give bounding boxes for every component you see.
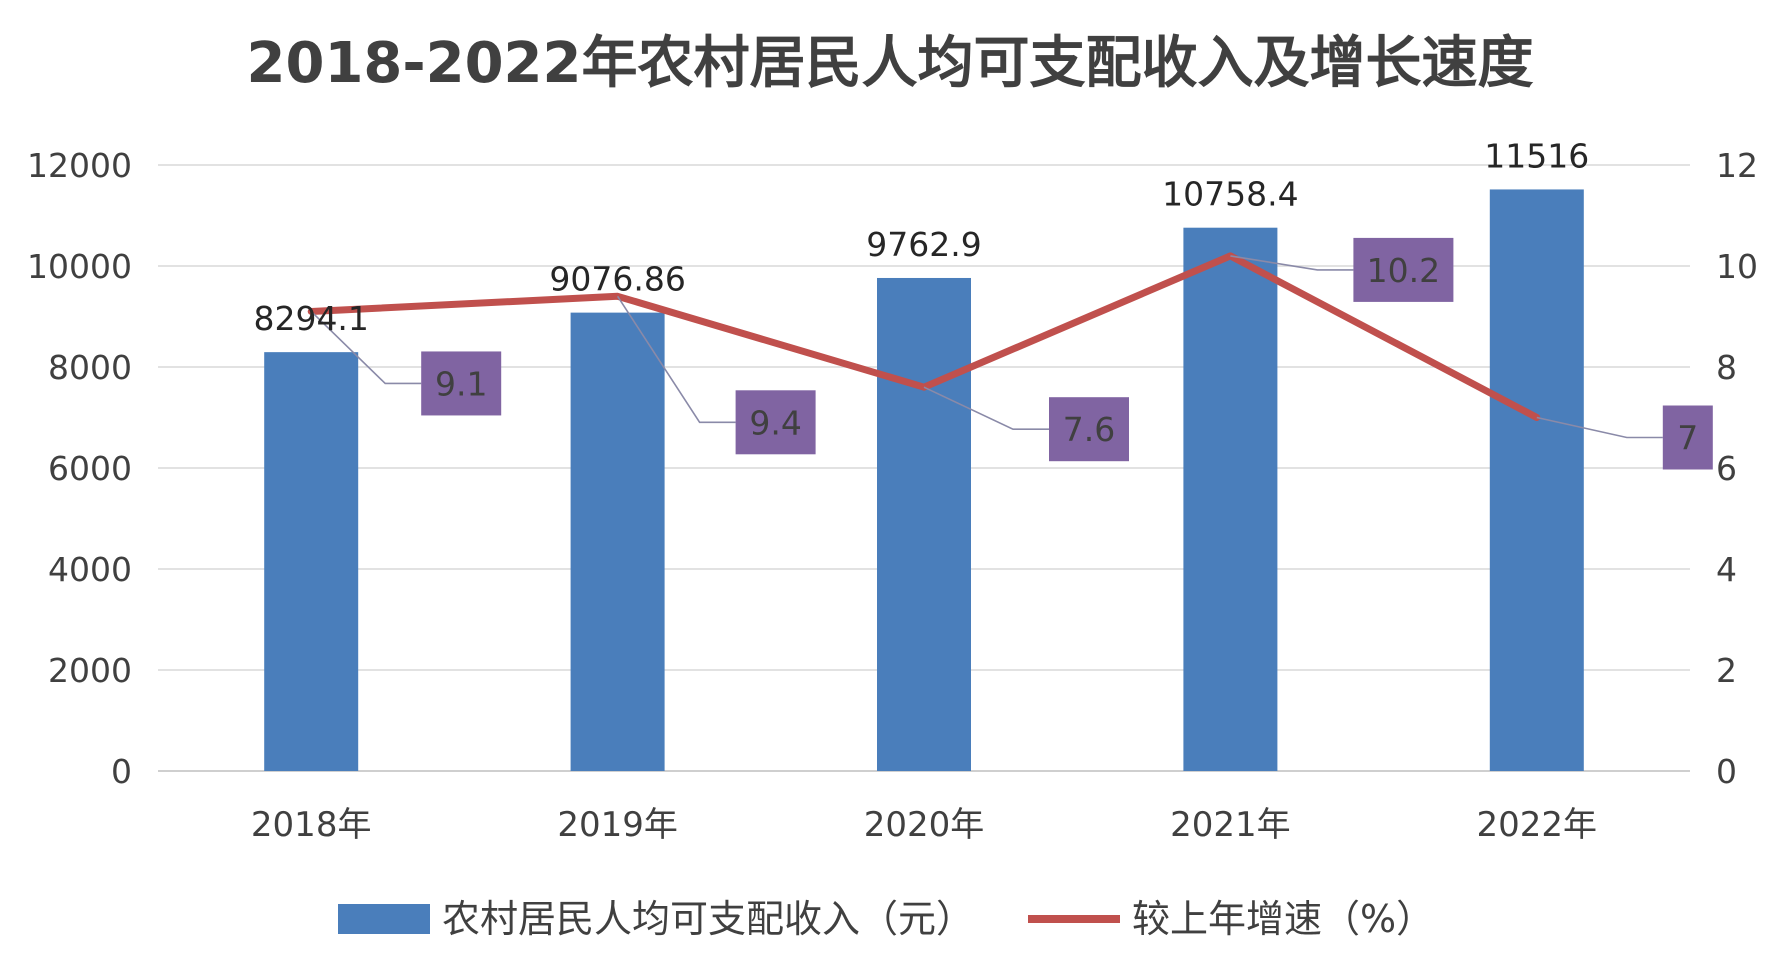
left-tick-label: 10000: [27, 247, 132, 286]
left-tick-label: 0: [111, 752, 132, 791]
bar-value-label: 9762.9: [866, 225, 981, 264]
bar-value-label: 10758.4: [1162, 175, 1298, 214]
bar: [877, 277, 971, 771]
line-label-box: [1049, 397, 1129, 462]
right-tick-label: 6: [1716, 449, 1737, 488]
legend-line-label: 较上年增速（%）: [1132, 897, 1434, 941]
legend: 农村居民人均可支配收入（元） 较上年增速（%）: [338, 897, 1434, 941]
line-value-label: 7.6: [1063, 410, 1115, 449]
bar-series: [264, 189, 1584, 771]
legend-bar-swatch: [338, 904, 430, 934]
category-label: 2022年: [1477, 805, 1598, 845]
category-label: 2018年: [251, 805, 372, 845]
bar: [1489, 189, 1584, 771]
line-label-box: [735, 390, 816, 455]
bar-value-label: 11516: [1484, 136, 1589, 175]
category-label: 2020年: [864, 805, 985, 845]
right-tick-label: 0: [1716, 752, 1737, 791]
x-axis-categories: 2018年 2019年 2020年 2021年 2022年: [251, 805, 1597, 845]
line-label-box: [1353, 237, 1454, 302]
label-leader-line: [1230, 255, 1354, 271]
category-label: 2021年: [1170, 805, 1291, 845]
left-tick-label: 4000: [48, 550, 132, 589]
line-value-label: 7: [1677, 419, 1698, 458]
data-labels: 8294.1 9076.86 9762.9 10758.4 11516 9.1 9.4 7.6…: [253, 136, 1713, 470]
left-y-axis: 0 2000 4000 6000 8000 10000 12000: [27, 146, 132, 791]
line-value-label: 9.1: [435, 364, 487, 403]
right-y-axis: 0 2 4 6 8 10 12: [1716, 146, 1758, 791]
left-tick-label: 2000: [48, 651, 132, 690]
right-tick-label: 2: [1716, 651, 1737, 690]
label-leader-lines: [310, 255, 1663, 439]
label-leader-line: [310, 310, 422, 385]
left-tick-label: 6000: [48, 449, 132, 488]
bar: [1183, 227, 1278, 771]
right-tick-label: 12: [1716, 146, 1758, 185]
label-leader-line: [1536, 416, 1663, 439]
line-value-label: 10.2: [1367, 251, 1440, 290]
chart-title: 2018-2022年农村居民人均可支配收入及增长速度: [247, 31, 1534, 96]
line-label-box: [1662, 405, 1713, 470]
bar: [264, 352, 359, 771]
left-tick-label: 12000: [27, 146, 132, 185]
bar: [570, 312, 665, 771]
right-tick-label: 10: [1716, 247, 1758, 286]
line-label-box: [421, 351, 502, 416]
bar-value-label: 9076.86: [549, 260, 685, 299]
right-tick-label: 4: [1716, 550, 1737, 589]
line-value-label: 9.4: [749, 403, 801, 442]
label-leader-line: [616, 295, 736, 424]
bar-value-label: 8294.1: [253, 299, 368, 338]
category-label: 2019年: [557, 805, 678, 845]
label-leader-line: [923, 386, 1049, 431]
right-tick-label: 8: [1716, 348, 1737, 387]
left-tick-label: 8000: [48, 348, 132, 387]
legend-bar-label: 农村居民人均可支配收入（元）: [442, 897, 974, 941]
